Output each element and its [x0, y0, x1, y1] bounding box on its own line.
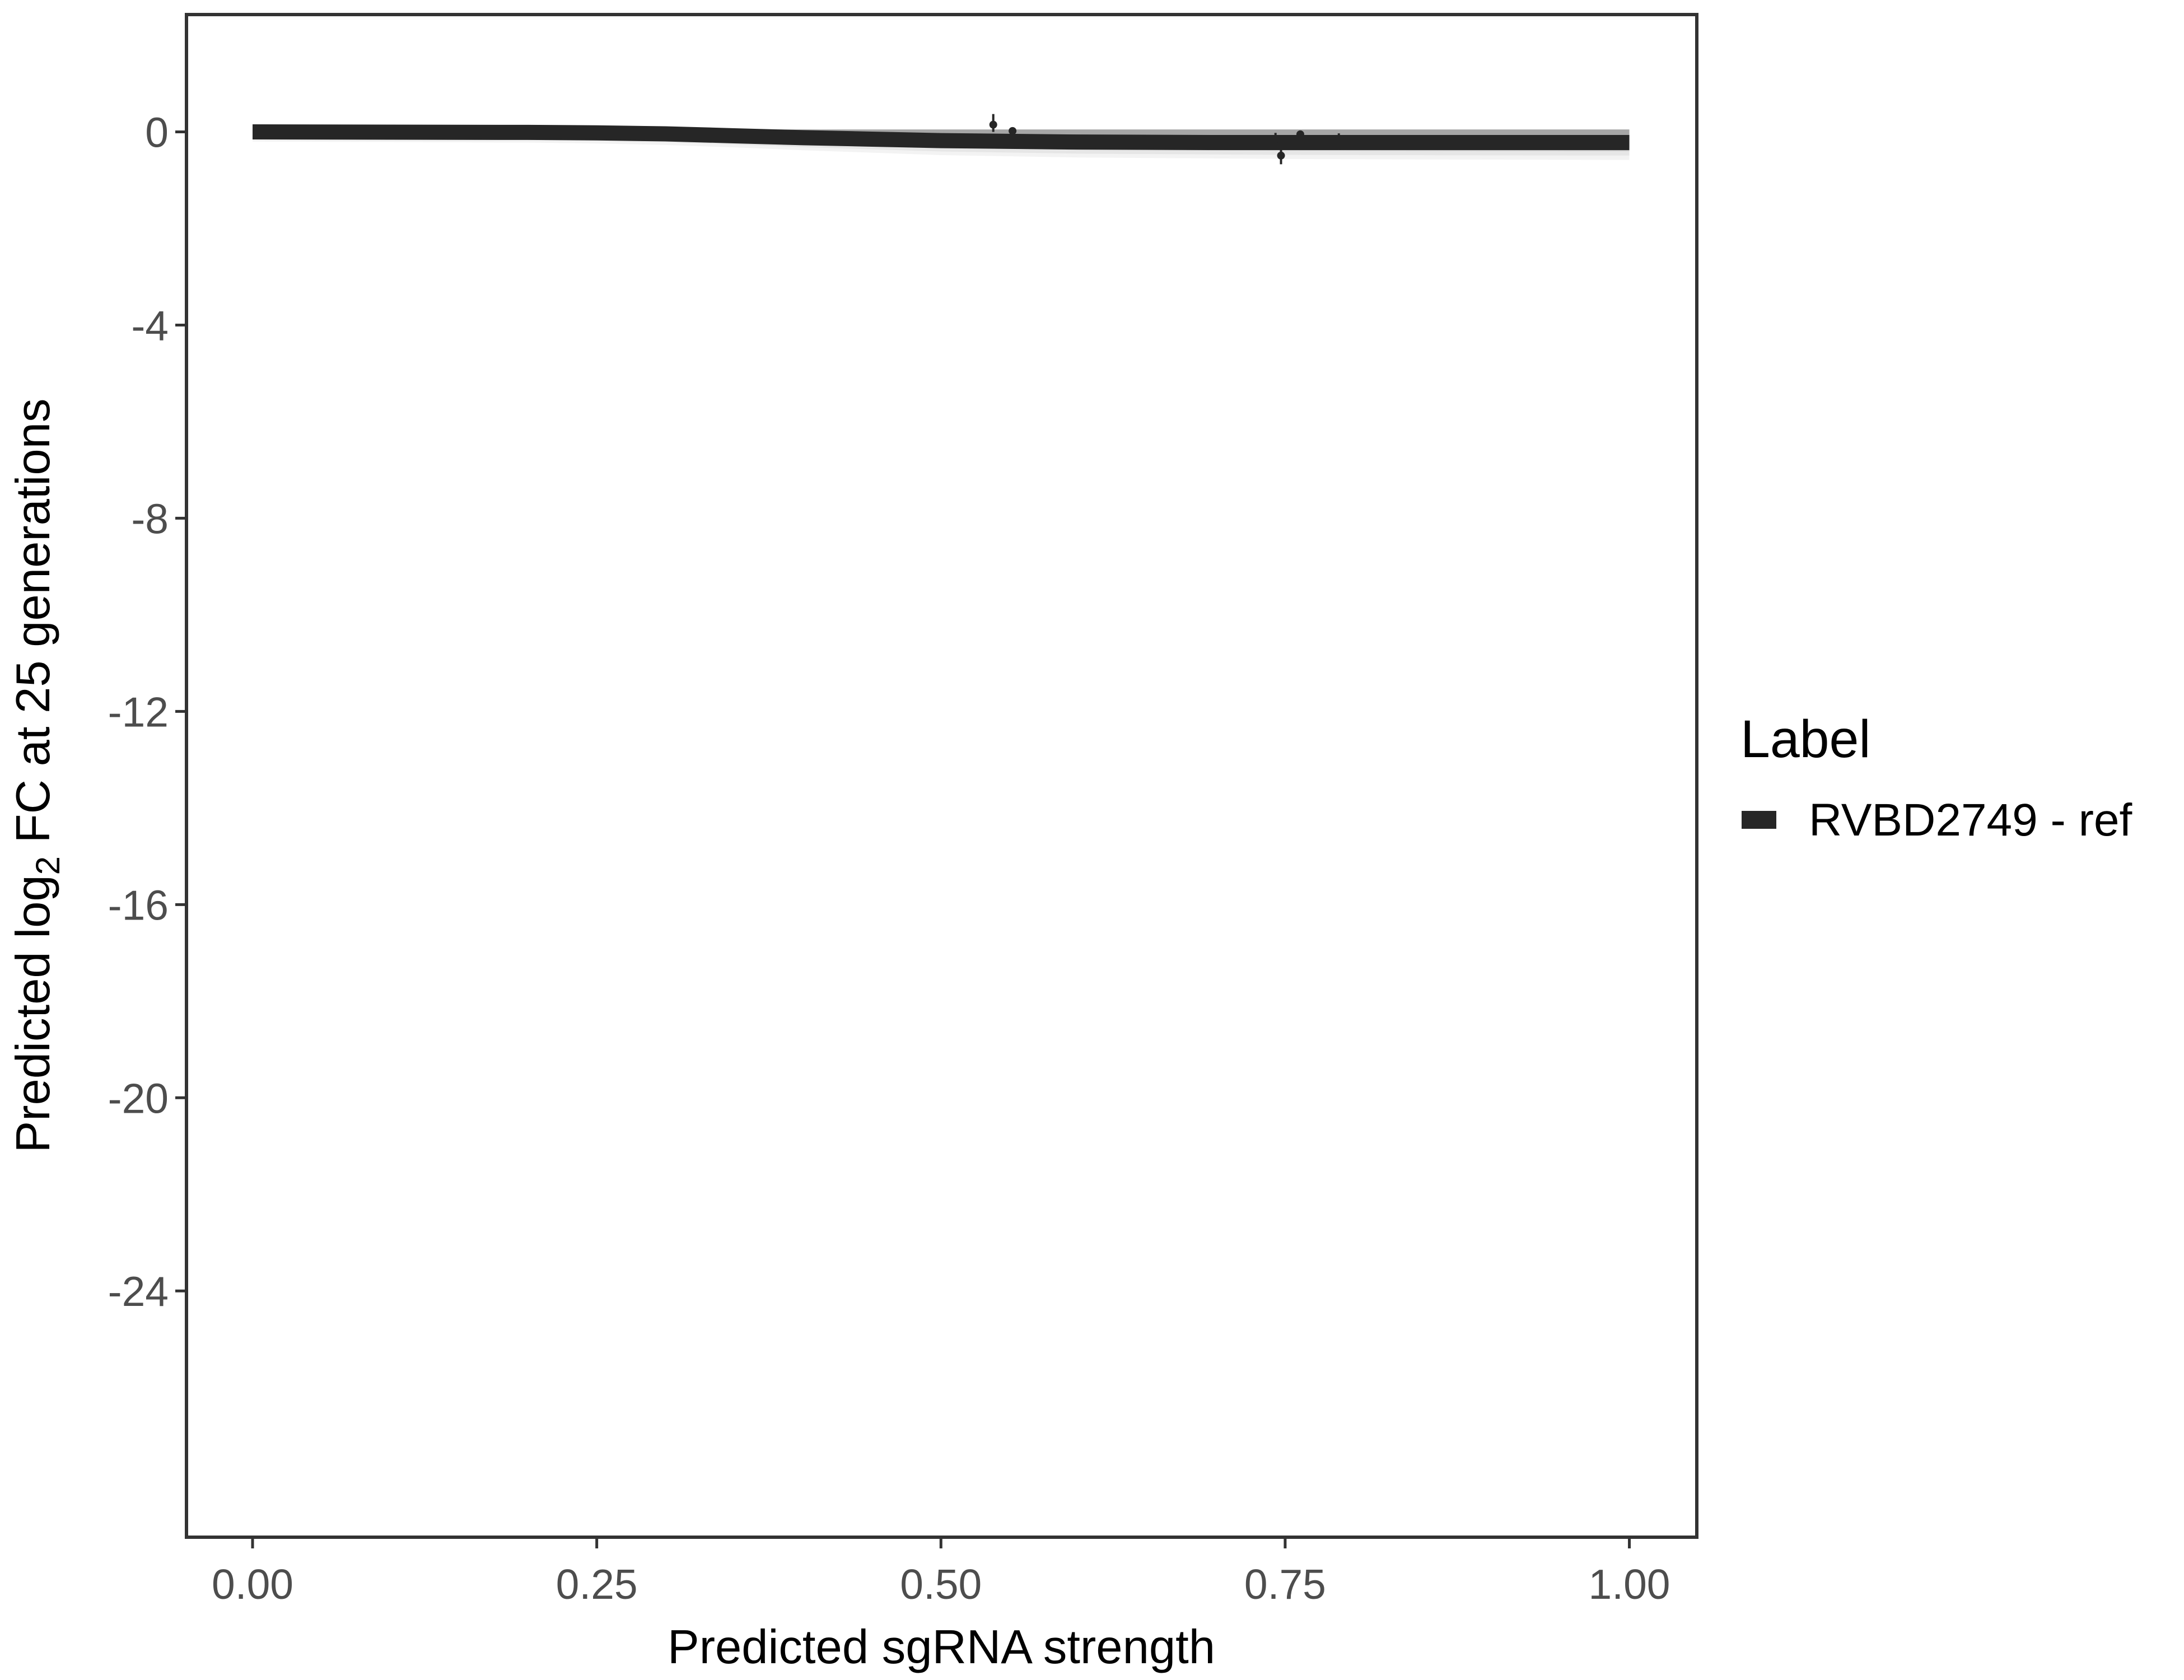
y-tick-label-3: -12	[108, 688, 169, 735]
x-tick-label-4: 1.00	[1589, 1561, 1670, 1608]
legend-title: Label	[1740, 710, 1870, 769]
y-tick-label-1: -4	[131, 302, 169, 349]
x-tick-label-2: 0.50	[900, 1561, 982, 1608]
legend-key	[1742, 811, 1776, 829]
x-axis: 0.00 0.25 0.50 0.75 1.00	[212, 1539, 1670, 1608]
y-tick-label-2: -8	[131, 495, 169, 542]
data-point-1	[1009, 127, 1017, 135]
y-tick-label-4: -16	[108, 881, 169, 928]
x-tick-label-0: 0.00	[212, 1561, 293, 1608]
data-point-2	[1271, 135, 1280, 143]
data-point-4	[1296, 130, 1304, 138]
x-tick-label-3: 0.75	[1244, 1561, 1326, 1608]
data-point-0	[989, 120, 997, 129]
plot-panel-border	[185, 13, 1698, 1539]
y-tick-label-0: 0	[145, 109, 169, 156]
x-axis-title: Predicted sgRNA strength	[668, 1621, 1215, 1674]
legend-entry-label: RVBD2749 - ref	[1809, 795, 2132, 846]
y-tick-label-6: -24	[108, 1268, 169, 1315]
data-point-5	[1334, 135, 1343, 143]
data-point-3	[1277, 151, 1285, 160]
y-axis-title: Predicted log2 FC at 25 generations	[7, 399, 67, 1153]
y-tick-label-5: -20	[108, 1075, 169, 1122]
points-group	[989, 114, 1343, 165]
x-tick-label-1: 0.25	[556, 1561, 638, 1608]
y-axis: 0 -4 -8 -12 -16 -20 -24	[108, 109, 185, 1315]
